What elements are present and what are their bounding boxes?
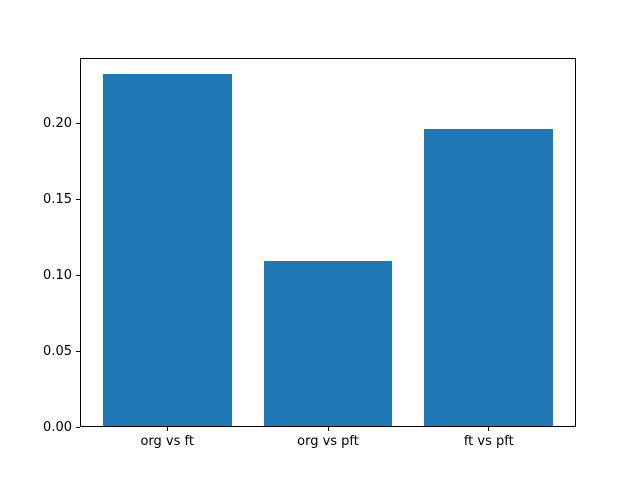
bar-org-vs-pft (263, 260, 393, 427)
y-axis-tick (76, 199, 80, 201)
x-axis-tick (327, 427, 329, 432)
x-axis-tick-label: org vs pft (297, 434, 359, 450)
y-axis-tick (76, 123, 80, 125)
x-axis-tick (166, 427, 168, 432)
bar-ft-vs-pft (424, 128, 554, 427)
y-axis-tick-label: 0.15 (43, 192, 72, 208)
x-axis-tick (488, 427, 490, 432)
y-axis-tick-label: 0.00 (43, 419, 72, 435)
y-axis-tick-label: 0.05 (43, 343, 72, 359)
x-axis-tick-label: org vs ft (140, 434, 194, 450)
y-axis-tick (76, 350, 80, 352)
x-axis-tick-label: ft vs pft (463, 434, 514, 450)
plot-area (80, 57, 576, 428)
y-axis-tick (76, 426, 80, 428)
y-axis-tick-label: 0.20 (43, 116, 72, 132)
y-axis-tick (76, 274, 80, 276)
bar-org-vs-ft (102, 74, 232, 427)
y-axis-tick-label: 0.10 (43, 267, 72, 283)
